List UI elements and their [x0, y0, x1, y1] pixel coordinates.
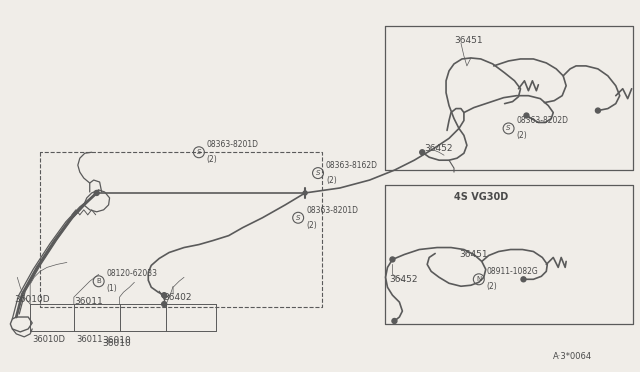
Circle shape [162, 293, 166, 298]
Circle shape [420, 150, 425, 155]
Circle shape [94, 190, 99, 195]
Text: 36010: 36010 [102, 339, 131, 348]
Text: N: N [476, 276, 481, 282]
Text: 36010D: 36010D [14, 295, 50, 304]
Text: 36010: 36010 [102, 336, 131, 345]
Text: B: B [96, 278, 101, 284]
Text: 08363-8202D: 08363-8202D [516, 116, 568, 125]
Text: 4S VG30D: 4S VG30D [454, 192, 508, 202]
Text: S: S [196, 149, 201, 155]
Text: (2): (2) [306, 221, 317, 230]
Text: 36451: 36451 [454, 36, 483, 45]
Circle shape [595, 108, 600, 113]
Text: (1): (1) [107, 284, 117, 293]
Text: (2): (2) [207, 155, 218, 164]
Text: (2): (2) [487, 282, 497, 291]
Text: 36452: 36452 [390, 275, 418, 284]
Circle shape [524, 113, 529, 118]
Text: S: S [506, 125, 511, 131]
Text: 36451: 36451 [459, 250, 488, 259]
Text: 36010D: 36010D [32, 335, 65, 344]
Text: 08363-8201D: 08363-8201D [306, 206, 358, 215]
Text: 08911-1082G: 08911-1082G [487, 267, 538, 276]
Circle shape [162, 302, 166, 307]
Text: 36452: 36452 [424, 144, 452, 153]
Text: 36011: 36011 [76, 335, 102, 344]
Text: 36011: 36011 [74, 296, 102, 306]
Circle shape [392, 318, 397, 324]
Circle shape [521, 277, 526, 282]
Text: A·3*0064: A·3*0064 [553, 352, 593, 361]
Text: (2): (2) [326, 176, 337, 185]
Circle shape [303, 191, 307, 195]
Circle shape [390, 257, 395, 262]
Text: 08120-62033: 08120-62033 [107, 269, 157, 278]
Text: 08363-8201D: 08363-8201D [207, 140, 259, 149]
Text: 08363-8162D: 08363-8162D [326, 161, 378, 170]
Text: S: S [316, 170, 320, 176]
Text: (2): (2) [516, 131, 527, 140]
Text: 36402: 36402 [163, 293, 191, 302]
Text: S: S [296, 215, 300, 221]
